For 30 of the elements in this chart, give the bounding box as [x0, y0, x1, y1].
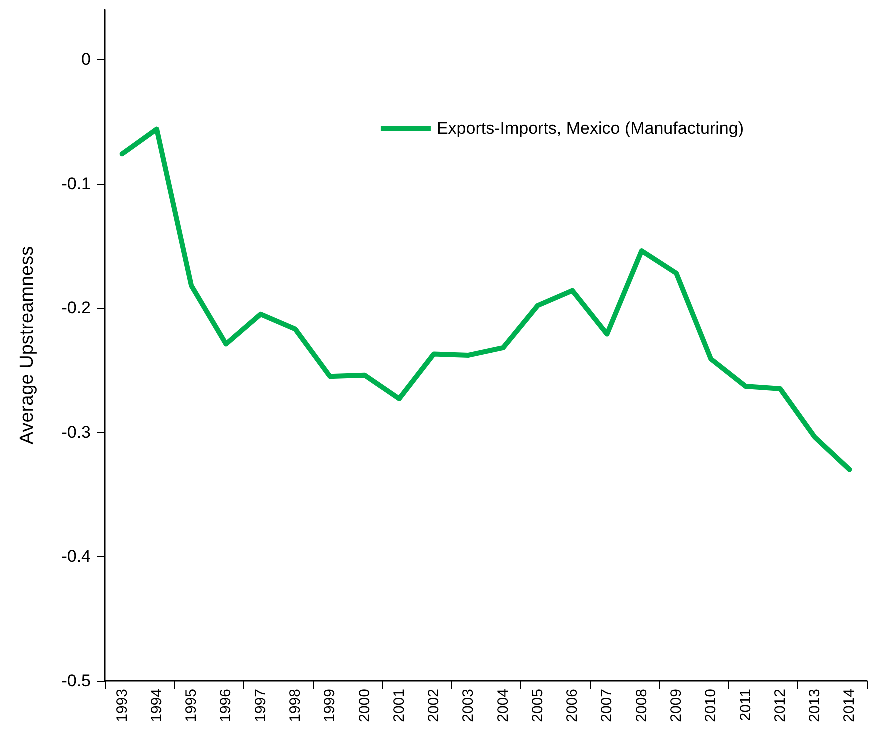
x-tick-label: 2006 — [564, 689, 582, 722]
y-tick-label: -0.1 — [62, 174, 91, 194]
y-axis-title: Average Upstreamness — [17, 246, 38, 445]
x-tick-label: 2013 — [806, 689, 824, 722]
x-tick-label: 1997 — [252, 689, 270, 722]
x-tick-label: 2003 — [460, 689, 478, 722]
legend-label: Exports-Imports, Mexico (Manufacturing) — [436, 119, 744, 138]
x-tick-label: 2007 — [598, 689, 616, 722]
x-tick-label: 2009 — [668, 689, 685, 722]
y-tick-label: -0.5 — [62, 672, 91, 690]
y-tick-label: -0.3 — [62, 422, 91, 442]
x-tick-label: 2008 — [633, 689, 650, 722]
x-tick-label: 2010 — [702, 689, 720, 722]
x-tick-label: 2014 — [841, 689, 858, 722]
x-tick-label: 1998 — [287, 689, 304, 722]
x-tick-label: 1994 — [148, 689, 166, 722]
x-tick-label: 2005 — [529, 689, 546, 722]
x-tick-label: 2001 — [390, 689, 408, 722]
y-tick-label: -0.2 — [62, 298, 91, 318]
x-tick-label: 1995 — [183, 689, 200, 722]
y-tick-label: -0.4 — [62, 547, 91, 566]
x-tick-label: 1999 — [322, 689, 339, 722]
x-tick-label: 2002 — [426, 689, 443, 722]
x-tick-label: 1993 — [114, 689, 131, 722]
x-tick-label: 2004 — [494, 689, 512, 722]
x-tick-label: 2011 — [737, 689, 754, 722]
x-tick-label: 1996 — [218, 689, 235, 722]
x-tick-label: 2000 — [356, 689, 374, 722]
y-tick-label: 0 — [82, 50, 91, 70]
x-tick-label: 2012 — [772, 689, 789, 722]
